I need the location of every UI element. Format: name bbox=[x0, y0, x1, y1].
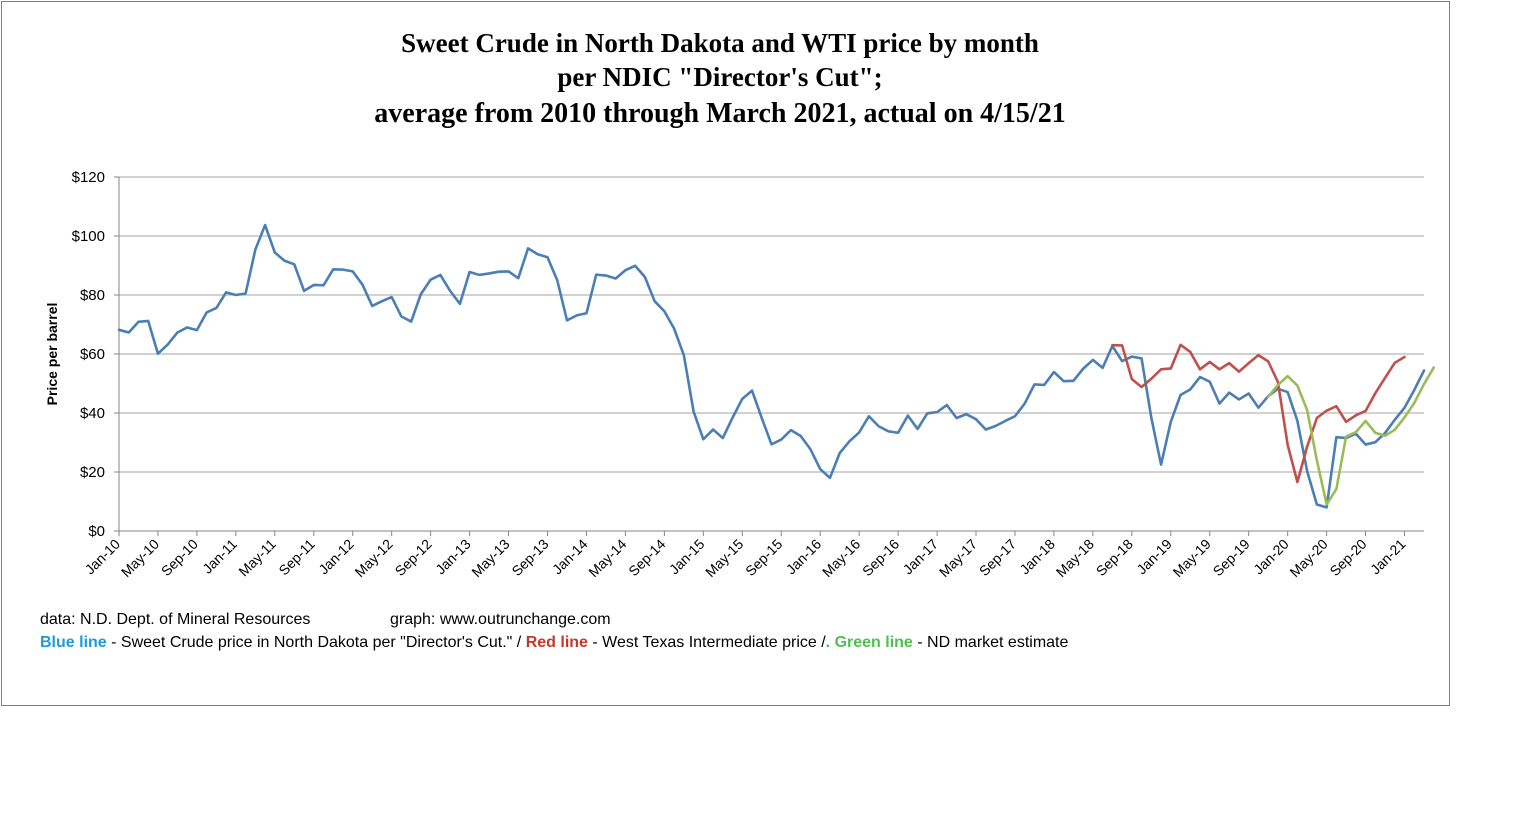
y-axis-title: Price per barrel bbox=[44, 303, 60, 406]
x-tick-label: Jan-13 bbox=[432, 536, 474, 578]
y-tick-label: $120 bbox=[72, 169, 105, 186]
x-tick-label: Sep-12 bbox=[392, 536, 435, 579]
graph-credit-note: graph: www.outrunchange.com bbox=[390, 611, 611, 628]
x-tick-label: Sep-18 bbox=[1093, 536, 1136, 579]
x-tick-label: Sep-19 bbox=[1210, 536, 1253, 579]
x-tick-label: Sep-13 bbox=[508, 536, 551, 579]
x-tick-label: Jan-14 bbox=[549, 536, 591, 578]
x-tick-label: Jan-17 bbox=[900, 536, 942, 578]
x-tick-label: Jan-11 bbox=[199, 536, 240, 577]
gridlines bbox=[119, 176, 1424, 473]
legend-blue-label: Blue line bbox=[40, 634, 107, 651]
source-note: data: N.D. Dept. of Mineral Resources bbox=[40, 611, 311, 628]
x-tick-label: Jan-18 bbox=[1016, 536, 1058, 578]
line-chart: $0 $20 $40 $60 $80 $100 $120 Jan-10May-10Sep-10… bbox=[44, 169, 1436, 580]
x-tick-label: Jan-12 bbox=[315, 536, 357, 578]
x-tick-label: Sep-10 bbox=[158, 536, 201, 579]
x-tick-label: May-14 bbox=[585, 536, 629, 580]
x-tick-label: Jan-16 bbox=[783, 536, 825, 578]
y-tick-label: $60 bbox=[80, 346, 105, 363]
x-tick-label: Jan-20 bbox=[1250, 536, 1292, 578]
y-tick-label: $100 bbox=[72, 228, 105, 245]
chart-title-line-2: per NDIC "Director's Cut"; bbox=[557, 62, 883, 92]
x-tick-label: May-16 bbox=[819, 536, 863, 580]
chart-title-line-3: average from 2010 through March 2021, ac… bbox=[374, 98, 1066, 129]
x-tick-label: Sep-15 bbox=[742, 536, 785, 579]
x-tick-label: May-20 bbox=[1286, 536, 1330, 580]
x-tick-label: May-15 bbox=[702, 536, 746, 580]
x-tick-label: Jan-21 bbox=[1367, 536, 1409, 578]
legend-green-text: - ND market estimate bbox=[912, 634, 1069, 651]
legend-red-label: Red line bbox=[525, 634, 588, 651]
chart-frame: Sweet Crude in North Dakota and WTI pric… bbox=[1, 1, 1450, 706]
x-tick-label: May-13 bbox=[468, 536, 512, 580]
series-line-2 bbox=[1111, 343, 1406, 484]
x-tick-label: Sep-16 bbox=[859, 536, 902, 579]
legend-blue-text: - Sweet Crude price in North Dakota per … bbox=[106, 634, 526, 651]
y-tick-label: $0 bbox=[88, 523, 105, 540]
x-tick-label: May-12 bbox=[351, 536, 395, 580]
y-tick-label: $40 bbox=[80, 405, 105, 422]
legend-red-text: - West Texas Intermediate price / bbox=[587, 634, 826, 651]
x-tick-label: Jan-19 bbox=[1133, 536, 1175, 578]
x-tick-label: Sep-14 bbox=[625, 536, 668, 579]
x-tick-label: Sep-17 bbox=[976, 536, 1019, 579]
series-line-3 bbox=[1266, 366, 1436, 506]
legend: Blue line - Sweet Crude price in North D… bbox=[40, 634, 1068, 652]
y-tick-label: $20 bbox=[80, 464, 105, 481]
chart-title-line-1: Sweet Crude in North Dakota and WTI pric… bbox=[401, 28, 1039, 58]
x-tick-label: May-17 bbox=[936, 536, 980, 580]
x-tick-label: Jan-15 bbox=[666, 536, 708, 578]
x-tick-label: May-19 bbox=[1170, 536, 1214, 580]
x-tick-label: May-11 bbox=[235, 536, 279, 580]
x-tick-label: Jan-10 bbox=[82, 536, 124, 578]
series-lines bbox=[117, 223, 1436, 509]
legend-green-label: . Green line bbox=[825, 634, 913, 651]
x-tick-label: May-10 bbox=[118, 536, 162, 580]
y-tick-label: $80 bbox=[80, 287, 105, 304]
x-tick-label: Sep-11 bbox=[275, 536, 318, 579]
series-line-1 bbox=[117, 223, 1426, 509]
x-tick-label: May-18 bbox=[1053, 536, 1097, 580]
axes bbox=[114, 176, 1424, 536]
x-tick-label: Sep-20 bbox=[1326, 536, 1369, 579]
axis-labels: $0 $20 $40 $60 $80 $100 $120 Jan-10May-10Sep-10… bbox=[44, 169, 1409, 580]
